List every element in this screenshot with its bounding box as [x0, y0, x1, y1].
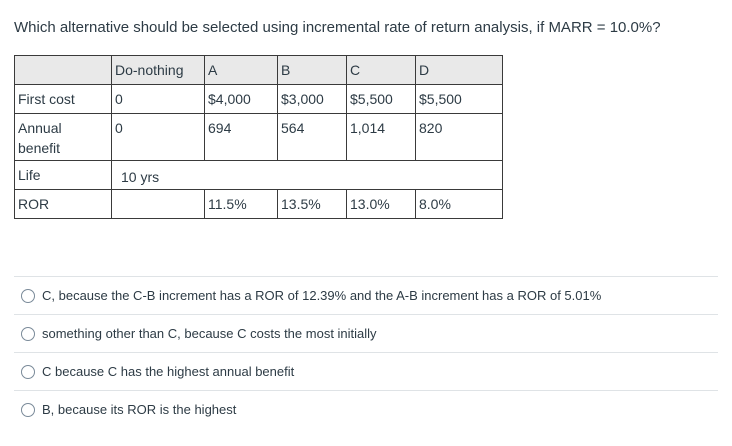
- radio-button-icon[interactable]: [21, 326, 35, 341]
- alternatives-table: Do-nothing A B C D First cost 0 $4,000 $…: [14, 55, 503, 219]
- header-cell-b: B: [277, 55, 347, 85]
- answer-option-2[interactable]: something other than C, because C costs …: [14, 314, 718, 352]
- cell-ror-b: 13.5%: [277, 189, 347, 219]
- radio-button-icon[interactable]: [21, 288, 35, 303]
- table-row-first-cost: First cost 0 $4,000 $3,000 $5,500 $5,500: [14, 84, 503, 114]
- cell-annual-benefit-do-nothing: 0: [111, 113, 205, 161]
- row-label-annual-benefit: Annual benefit: [14, 113, 112, 161]
- header-cell-do-nothing: Do-nothing: [111, 55, 205, 85]
- answer-option-3[interactable]: C because C has the highest annual benef…: [14, 352, 718, 390]
- table-header-row: Do-nothing A B C D: [14, 55, 503, 85]
- answer-option-1-label: C, because the C-B increment has a ROR o…: [42, 288, 602, 303]
- answer-option-2-label: something other than C, because C costs …: [42, 326, 377, 341]
- header-cell-empty: [14, 55, 112, 85]
- answer-option-3-label: C because C has the highest annual benef…: [42, 364, 295, 379]
- question-text: Which alternative should be selected usi…: [14, 19, 661, 36]
- row-label-annual-benefit-line1: Annual: [18, 120, 62, 136]
- header-cell-a: A: [204, 55, 278, 85]
- cell-ror-a: 11.5%: [204, 189, 278, 219]
- cell-first-cost-c: $5,500: [346, 84, 416, 114]
- cell-first-cost-d: $5,500: [415, 84, 503, 114]
- answer-option-1[interactable]: C, because the C-B increment has a ROR o…: [14, 276, 718, 314]
- header-cell-c: C: [346, 55, 416, 85]
- cell-first-cost-b: $3,000: [277, 84, 347, 114]
- row-label-first-cost: First cost: [14, 84, 112, 114]
- table-row-ror: ROR 11.5% 13.5% 13.0% 8.0%: [14, 189, 503, 219]
- radio-button-icon[interactable]: [21, 364, 35, 379]
- answer-option-4[interactable]: B, because its ROR is the highest: [14, 390, 718, 428]
- answer-option-4-label: B, because its ROR is the highest: [42, 402, 237, 417]
- answer-options: C, because the C-B increment has a ROR o…: [14, 276, 718, 428]
- header-cell-d: D: [415, 55, 503, 85]
- cell-annual-benefit-c: 1,014: [346, 113, 416, 161]
- cell-ror-d: 8.0%: [415, 189, 503, 219]
- radio-button-icon[interactable]: [21, 402, 35, 417]
- row-label-annual-benefit-line2: benefit: [18, 140, 61, 156]
- cell-annual-benefit-d: 820: [415, 113, 503, 161]
- cell-first-cost-do-nothing: 0: [111, 84, 205, 114]
- row-label-life: Life: [14, 160, 112, 190]
- table-row-annual-benefit: Annual benefit 0 694 564 1,014 820: [14, 113, 503, 161]
- cell-ror-c: 13.0%: [346, 189, 416, 219]
- cell-annual-benefit-b: 564: [277, 113, 347, 161]
- table-row-life: Life 10 yrs: [14, 160, 503, 190]
- row-label-ror: ROR: [14, 189, 112, 219]
- cell-ror-do-nothing: [111, 189, 205, 219]
- cell-annual-benefit-a: 694: [204, 113, 278, 161]
- cell-first-cost-a: $4,000: [204, 84, 278, 114]
- cell-life-value: 10 yrs: [111, 160, 503, 190]
